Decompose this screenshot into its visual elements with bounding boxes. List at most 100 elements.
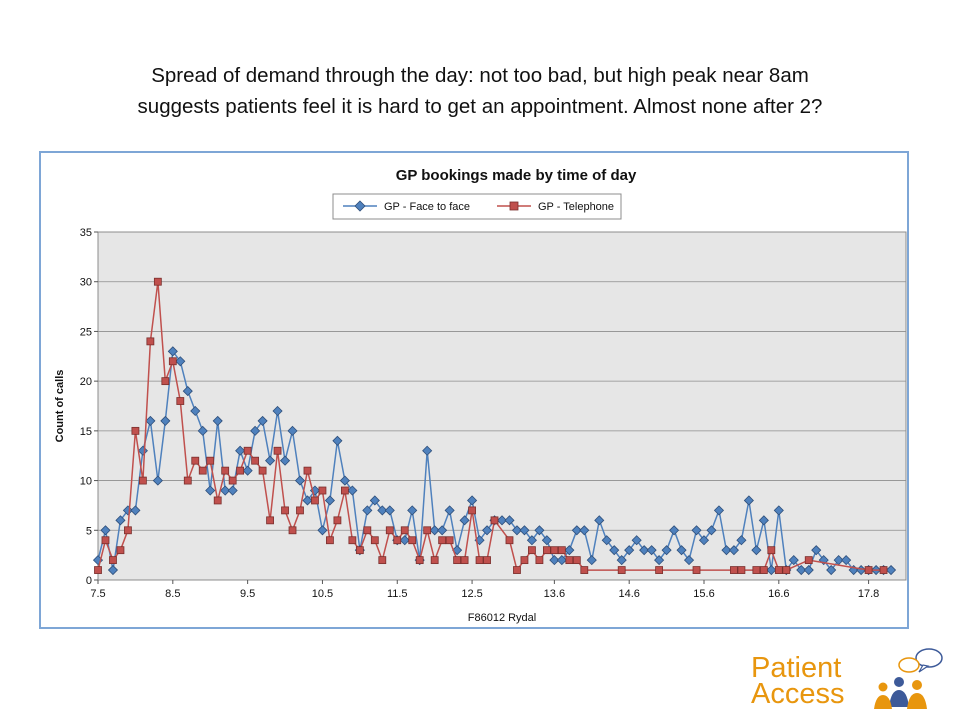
- x-tick-label: 12.5: [461, 588, 482, 600]
- data-point-face-to-face: [661, 545, 672, 556]
- data-point-face-to-face: [811, 545, 822, 556]
- data-point-face-to-face: [324, 495, 335, 506]
- data-point-telephone: [692, 566, 701, 574]
- y-tick-label: 10: [80, 476, 92, 488]
- y-tick-label: 15: [80, 426, 92, 438]
- data-point-face-to-face: [332, 435, 343, 446]
- y-tick-label: 30: [80, 277, 92, 289]
- data-point-face-to-face: [609, 545, 620, 556]
- data-point-face-to-face: [841, 555, 852, 566]
- data-point-telephone: [251, 456, 260, 465]
- data-point-face-to-face: [459, 515, 470, 526]
- data-point-face-to-face: [624, 545, 635, 556]
- data-point-telephone: [281, 506, 289, 515]
- data-point-face-to-face: [317, 525, 328, 536]
- data-point-face-to-face: [549, 555, 560, 566]
- chart-title: GP bookings made by time of day: [396, 167, 637, 184]
- data-point-telephone: [191, 456, 200, 465]
- chart-frame: 0 5 10 15 20 25 30 35 7.5 8.5 9.5 10.5 11.5 12.5 13.6 1…: [39, 151, 909, 629]
- data-point-face-to-face: [384, 505, 395, 516]
- x-tick-label: 7.5: [90, 588, 105, 600]
- data-point-telephone: [168, 357, 177, 366]
- data-point-face-to-face: [167, 346, 178, 357]
- data-point-telephone: [393, 536, 402, 545]
- plot-area: [97, 231, 907, 581]
- data-point-telephone: [198, 466, 207, 475]
- data-point-face-to-face: [885, 564, 897, 576]
- data-point-face-to-face: [728, 545, 739, 556]
- data-point-face-to-face: [541, 535, 552, 546]
- data-point-face-to-face: [571, 525, 582, 536]
- data-point-face-to-face: [107, 564, 119, 576]
- data-point-face-to-face: [369, 495, 380, 506]
- data-point-face-to-face: [429, 525, 440, 536]
- data-point-face-to-face: [556, 555, 567, 566]
- x-tick-label: 17.8: [858, 588, 879, 600]
- data-point-telephone: [400, 526, 409, 535]
- x-tick-label: 9.5: [240, 588, 255, 600]
- data-point-face-to-face: [227, 485, 238, 496]
- data-point-telephone: [116, 546, 125, 555]
- data-point-face-to-face: [796, 564, 807, 576]
- data-point-face-to-face: [444, 505, 455, 516]
- data-point-face-to-face: [496, 515, 508, 526]
- data-point-telephone: [513, 566, 521, 574]
- data-point-telephone: [520, 556, 529, 565]
- data-point-face-to-face: [631, 535, 642, 546]
- data-point-face-to-face: [242, 465, 253, 476]
- legend-marker-telephone: [509, 201, 519, 211]
- data-point-telephone: [138, 476, 147, 485]
- x-tick-label: 8.5: [165, 588, 180, 600]
- gp-bookings-chart: 0 5 10 15 20 25 30 35 7.5 8.5 9.5 10.5 11.5 12.5 13.6 1…: [54, 167, 907, 624]
- series-telephone: [94, 277, 888, 574]
- data-point-face-to-face: [713, 505, 725, 516]
- x-tick-label: 16.6: [768, 588, 789, 600]
- data-point-face-to-face: [377, 505, 388, 516]
- data-point-telephone: [266, 516, 274, 525]
- data-point-telephone: [288, 526, 297, 535]
- data-point-telephone: [311, 496, 319, 505]
- y-tick-label: 0: [86, 575, 92, 587]
- data-point-face-to-face: [751, 545, 762, 556]
- data-point-telephone: [580, 566, 589, 574]
- data-point-face-to-face: [302, 495, 313, 506]
- data-point-telephone: [258, 466, 267, 475]
- data-point-telephone: [528, 546, 536, 555]
- data-point-face-to-face: [287, 425, 298, 436]
- data-point-telephone: [468, 506, 476, 515]
- data-point-telephone: [767, 546, 776, 555]
- data-point-telephone: [565, 556, 574, 565]
- data-point-face-to-face: [773, 505, 784, 516]
- data-point-telephone: [782, 566, 791, 574]
- data-point-face-to-face: [279, 455, 291, 466]
- data-point-telephone: [438, 536, 447, 545]
- data-point-face-to-face: [743, 495, 754, 506]
- data-point-face-to-face: [235, 445, 246, 456]
- data-point-face-to-face: [481, 525, 493, 536]
- data-point-telephone: [655, 566, 664, 574]
- legend-label-telephone: GP - Telephone: [538, 201, 614, 213]
- data-point-telephone: [355, 546, 364, 555]
- data-point-telephone: [572, 556, 581, 565]
- data-point-face-to-face: [205, 485, 216, 496]
- data-point-telephone: [326, 536, 334, 545]
- data-point-face-to-face: [212, 415, 223, 426]
- y-tick-label: 20: [80, 376, 92, 388]
- slide-title-line-1: Spread of demand through the day: not to…: [151, 64, 809, 87]
- logo-text-patient: Patient: [751, 652, 842, 684]
- data-point-face-to-face: [437, 525, 448, 536]
- data-point-face-to-face: [160, 415, 171, 426]
- data-point-face-to-face: [190, 405, 201, 417]
- legend-label-face-to-face: GP - Face to face: [384, 201, 470, 213]
- data-point-telephone: [490, 516, 499, 525]
- data-point-telephone: [273, 446, 282, 455]
- slide-title: Spread of demand through the day: not to…: [20, 60, 940, 122]
- data-point-telephone: [737, 566, 746, 574]
- y-tick-label: 5: [86, 525, 92, 537]
- data-point-telephone: [453, 556, 462, 565]
- data-point-face-to-face: [766, 564, 777, 576]
- slide-title-line-2: suggests patients feel it is hard to get…: [137, 95, 823, 118]
- data-point-telephone: [864, 566, 873, 574]
- data-point-face-to-face: [399, 535, 410, 546]
- data-point-telephone: [385, 526, 394, 535]
